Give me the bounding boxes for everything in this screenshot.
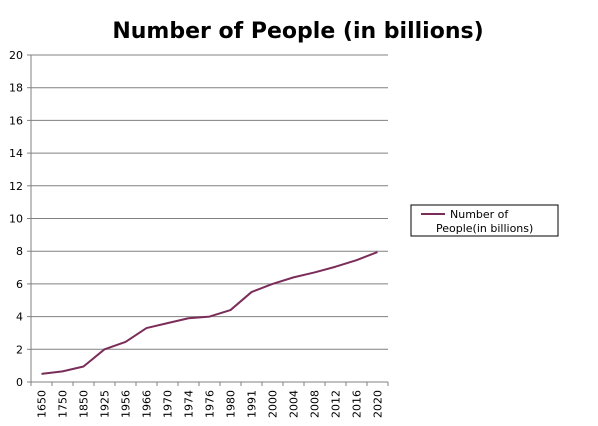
y-tick-label: 18 xyxy=(9,82,23,95)
x-tick-label: 1925 xyxy=(99,390,112,418)
x-tick-label: 2008 xyxy=(309,390,322,418)
x-tick-label: 2012 xyxy=(330,390,343,418)
x-tick-label: 2004 xyxy=(288,390,301,418)
y-tick-label: 16 xyxy=(9,114,23,127)
x-axis-ticks: 1650 1750 1850 1925 1956 1966 1970 1974 1976 1980… xyxy=(30,382,389,418)
x-tick-label: 1966 xyxy=(141,390,154,418)
chart-title: Number of People (in billions) xyxy=(112,19,483,44)
y-axis-ticks: 0 2 4 6 8 10 12 14 16 18 20 xyxy=(9,49,31,389)
y-tick-label: 2 xyxy=(16,343,23,356)
legend: Number of People(in billions) xyxy=(410,204,559,237)
y-tick-label: 8 xyxy=(16,245,23,258)
gridlines xyxy=(31,54,388,350)
y-tick-label: 14 xyxy=(9,147,23,160)
x-tick-label: 2020 xyxy=(372,390,385,418)
x-tick-label: 1974 xyxy=(183,390,196,418)
legend-box xyxy=(410,204,559,237)
x-tick-label: 1750 xyxy=(57,390,70,418)
series-group xyxy=(41,251,378,375)
y-tick-label: 10 xyxy=(9,213,23,226)
x-tick-label: 2016 xyxy=(351,390,364,418)
x-tick-label: 1956 xyxy=(120,390,133,418)
y-tick-label: 6 xyxy=(16,278,23,291)
x-tick-label: 1991 xyxy=(246,390,259,418)
x-tick-label: 1850 xyxy=(78,390,91,418)
y-tick-label: 0 xyxy=(16,376,23,389)
legend-label-line-2: People(in billions) xyxy=(436,222,533,235)
series-line xyxy=(41,251,378,375)
y-tick-label: 20 xyxy=(9,49,23,62)
y-tick-label: 4 xyxy=(16,311,23,324)
x-tick-label: 1980 xyxy=(225,390,238,418)
x-tick-label: 1976 xyxy=(204,390,217,418)
x-tick-label: 1650 xyxy=(36,390,49,418)
x-tick-label: 1970 xyxy=(162,390,175,418)
y-tick-label: 12 xyxy=(9,180,23,193)
x-tick-label: 2000 xyxy=(267,390,280,418)
legend-label-line-1: Number of xyxy=(450,208,509,221)
